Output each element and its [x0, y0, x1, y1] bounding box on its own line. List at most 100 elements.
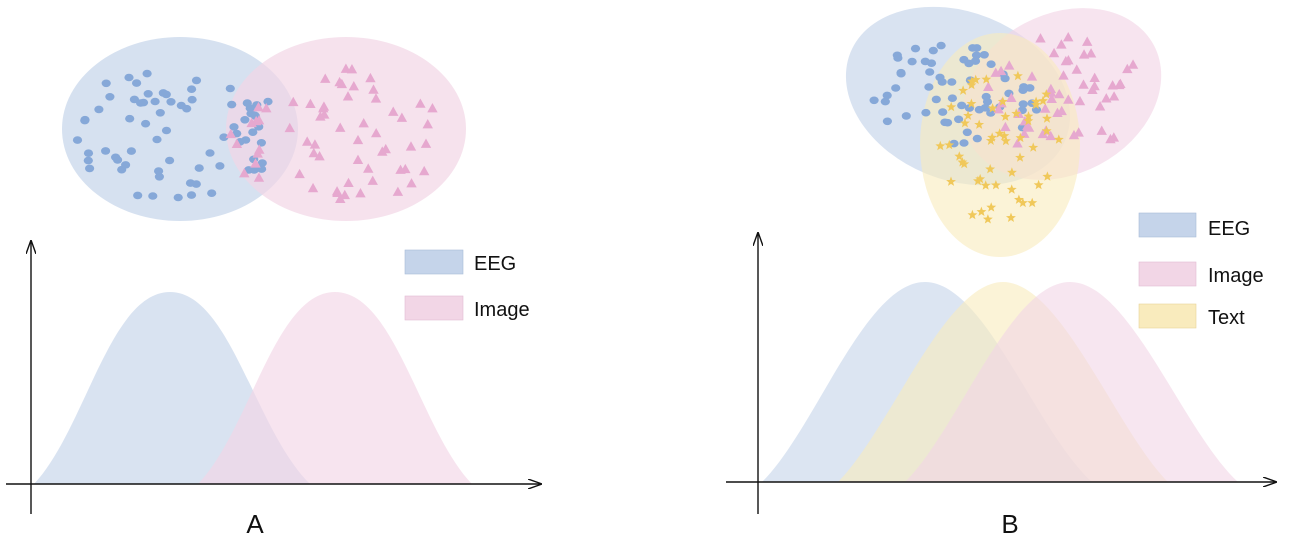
image-sample-triangle [342, 91, 354, 101]
eeg-sample-dot [133, 191, 143, 200]
image-sample-triangle [225, 128, 237, 139]
image-sample-triangle [1045, 83, 1057, 94]
eeg-sample-dot [150, 97, 160, 106]
panel-b: EEG Image Text B [726, 6, 1276, 539]
eeg-sample-dot [225, 84, 235, 93]
image-sample-triangle [406, 178, 417, 188]
text-sample-star [976, 206, 987, 216]
text-sample-star [985, 135, 996, 145]
image-sample-triangle [339, 189, 350, 200]
text-sample-star [980, 180, 991, 190]
image-sample-triangle [231, 138, 243, 148]
eeg-sample-dot [205, 149, 215, 157]
eeg-sample-dot [962, 128, 972, 137]
image-sample-triangle [1056, 105, 1067, 116]
text-sample-star [960, 118, 970, 128]
eeg-sample-dot [83, 156, 93, 165]
image-sample-triangle [995, 65, 1007, 76]
text-sample-star [997, 96, 1008, 106]
image-sample-triangle [1085, 48, 1097, 58]
image-sample-triangle [307, 182, 319, 193]
eeg-sample-dot [142, 69, 152, 78]
panel-b-legend-text-label: Text [1208, 307, 1245, 329]
panel-b-legend-image-swatch [1138, 261, 1197, 287]
text-sample-star [985, 164, 996, 174]
image-sample-triangle [343, 177, 354, 188]
image-sample-triangle [253, 172, 265, 182]
image-sample-triangle [1073, 127, 1084, 137]
eeg-sample-dot [182, 104, 192, 113]
eeg-sample-dot [979, 51, 989, 59]
image-sample-triangle [305, 98, 316, 108]
text-sample-star [991, 180, 1001, 190]
text-sample-star [974, 119, 985, 129]
image-sample-triangle [1045, 130, 1056, 141]
image-sample-triangle [422, 118, 433, 129]
eeg-sample-dot [1000, 74, 1010, 83]
image-sample-triangle [250, 158, 261, 168]
image-sample-triangle [1096, 125, 1107, 135]
eeg-sample-dot [229, 123, 239, 131]
eeg-sample-dot [143, 90, 153, 98]
eeg-sample-dot [158, 89, 168, 97]
eeg-sample-dot [155, 109, 165, 117]
image-sample-triangle [1058, 70, 1069, 80]
image-sample-triangle [1063, 94, 1074, 104]
panel-a: EEG Image A [6, 37, 541, 539]
image-sample-triangle [336, 78, 348, 89]
text-sample-star [1031, 96, 1041, 106]
eeg-sample-dot [248, 128, 258, 136]
image-sample-triangle [1127, 59, 1139, 69]
text-sample-star [1028, 142, 1039, 152]
text-sample-star [958, 85, 969, 95]
eeg-sample-dot [124, 73, 134, 82]
eeg-sample-dot [121, 161, 131, 169]
panel-b-legend-eeg-swatch [1138, 212, 1197, 238]
panel-a-legend: EEG Image [404, 249, 530, 321]
eeg-sample-dot [910, 44, 921, 53]
text-sample-star [981, 74, 992, 84]
text-sample-star [1013, 70, 1023, 81]
eeg-sample-dot [72, 136, 83, 144]
image-sample-triangle [377, 146, 388, 156]
eeg-sample-dot [191, 76, 202, 85]
text-sample-star [986, 202, 997, 212]
text-sample-star [999, 130, 1010, 141]
text-sample-star [1038, 95, 1048, 106]
image-sample-triangle [1054, 88, 1065, 99]
panel-b-text-points [935, 70, 1064, 224]
eeg-sample-dot [907, 57, 917, 66]
eeg-sample-dot [263, 97, 273, 106]
image-sample-triangle [1035, 33, 1046, 43]
eeg-sample-dot [101, 79, 111, 88]
image-sample-triangle [1006, 92, 1017, 102]
text-sample-star [959, 158, 970, 169]
image-sample-triangle [319, 109, 330, 119]
text-sample-star [1053, 134, 1064, 144]
image-sample-triangle [1022, 120, 1033, 131]
eeg-sample-dot [925, 68, 935, 76]
eeg-sample-dot [986, 109, 996, 117]
text-sample-star [1014, 194, 1024, 204]
eeg-sample-dot [191, 180, 201, 188]
text-sample-star [1006, 184, 1017, 194]
image-sample-triangle [415, 98, 426, 108]
eeg-sample-dot [94, 105, 104, 114]
eeg-sample-dot [256, 139, 266, 147]
image-sample-triangle [418, 165, 430, 176]
image-sample-triangle [1082, 36, 1093, 46]
eeg-sample-dot [186, 191, 197, 199]
text-sample-star [1031, 99, 1041, 109]
image-sample-triangle [367, 175, 378, 185]
eeg-sample-dot [947, 78, 957, 86]
eeg-sample-dot [928, 46, 938, 55]
eeg-sample-dot [901, 112, 911, 120]
image-sample-triangle [1012, 138, 1023, 148]
text-sample-star [935, 140, 946, 151]
eeg-sample-dot [891, 84, 901, 92]
image-sample-triangle [1078, 79, 1089, 89]
eeg-sample-dot [227, 100, 237, 109]
image-sample-triangle [1063, 54, 1074, 65]
image-sample-triangle [348, 80, 360, 91]
eeg-sample-dot [954, 115, 964, 124]
